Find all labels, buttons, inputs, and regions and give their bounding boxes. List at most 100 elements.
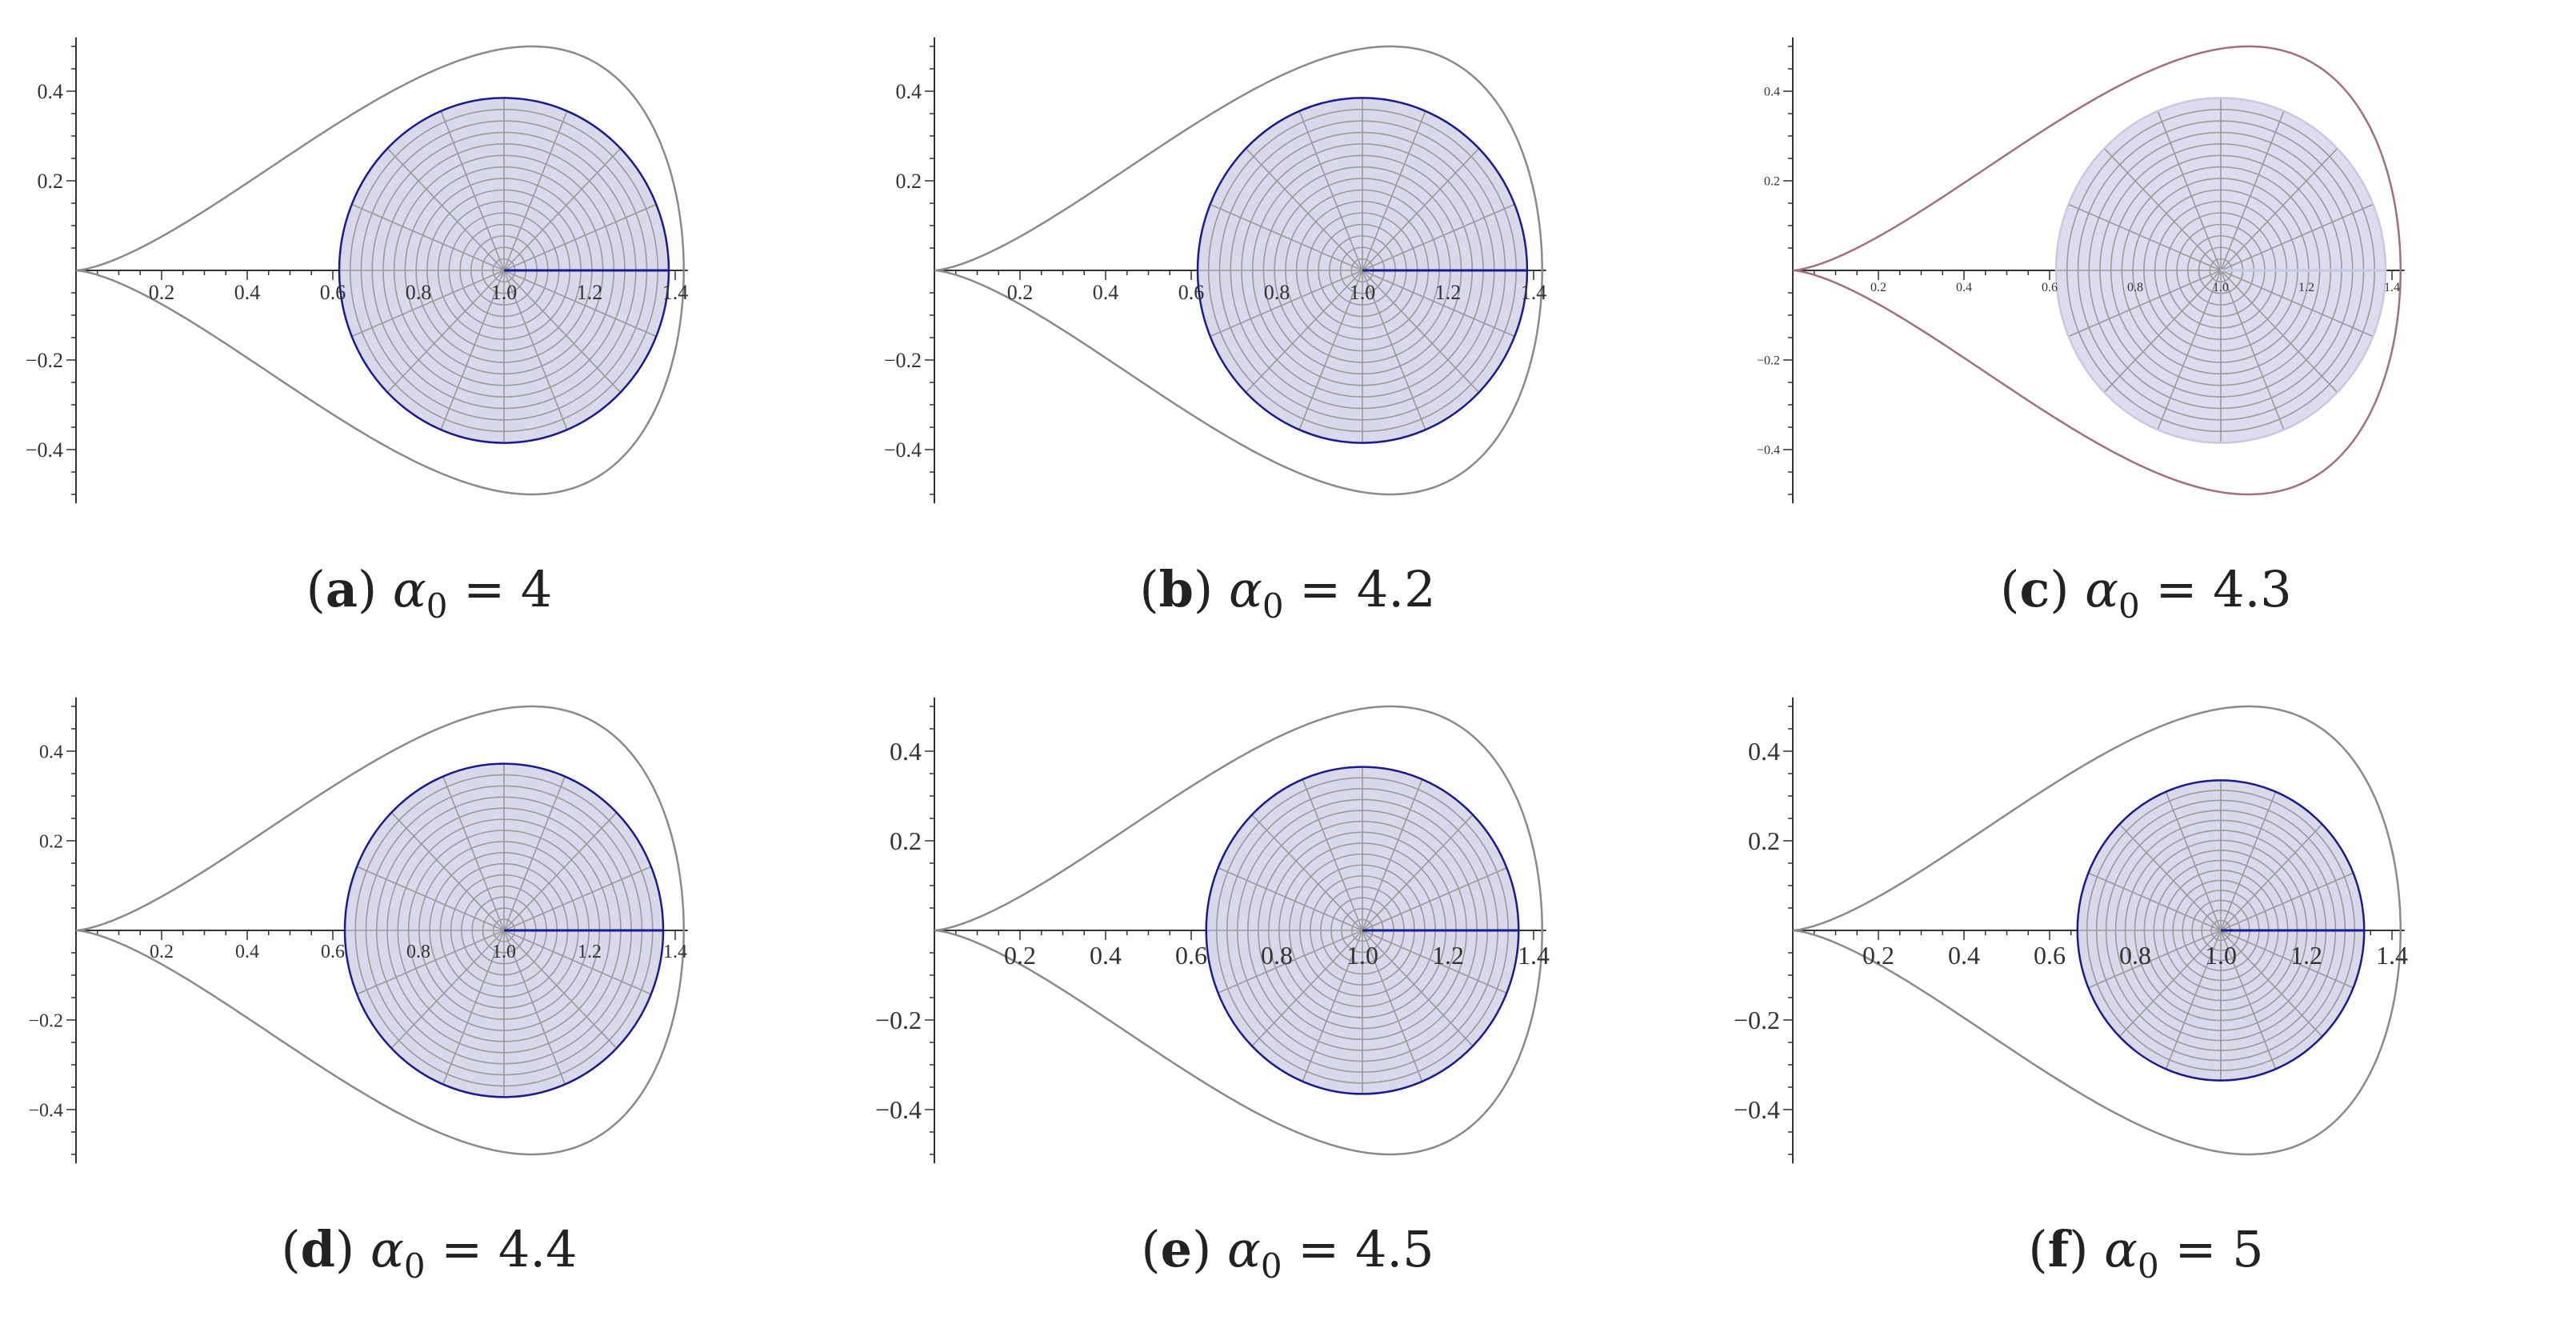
x-tick-label: 0.4	[234, 281, 261, 304]
panel-a: 0.2 0.4 0.6 0.8 1.0 1.2 1.4 0.4 0.2 −0.2 −0.4 (a) …	[0, 0, 858, 660]
disk-spoke	[2103, 147, 2222, 271]
y-tick-label: −0.4	[1757, 444, 1780, 458]
caption-f: (f) α0 = 5	[2028, 1220, 2264, 1286]
disk-spoke	[2088, 930, 2222, 989]
caption-c: (c) α0 = 4.3	[2000, 560, 2292, 626]
y-tick-label: −0.2	[28, 1010, 63, 1031]
x-tick-label: 1.4	[1521, 281, 1547, 304]
disk-spoke	[2068, 270, 2222, 338]
x-tick-label: 1.0	[491, 281, 518, 304]
x-tick-label: 0.8	[1261, 941, 1293, 970]
disk-spoke	[440, 270, 505, 430]
disk-spoke	[1251, 814, 1363, 931]
disk-spoke	[2157, 270, 2222, 430]
disk-spoke	[2165, 930, 2222, 1070]
panel-c: 0.2 0.4 0.6 0.8 1.0 1.2 1.4 0.4 0.2 −0.2 −0.4 (c) …	[1717, 0, 2575, 660]
x-tick-label: 0.2	[149, 281, 175, 304]
disk-spoke	[1362, 110, 1426, 271]
y-tick-label: 0.4	[1748, 737, 1780, 766]
caption-sub: 0	[426, 586, 448, 626]
caption-tag: b	[1158, 560, 1194, 618]
x-tick-label: 1.0	[1350, 281, 1376, 304]
caption-value: 4.5	[1354, 1220, 1434, 1278]
disk-spoke	[503, 930, 652, 995]
caption-tag: a	[325, 560, 358, 618]
caption-sub: 0	[2138, 1246, 2159, 1286]
y-tick-label: −0.4	[28, 1100, 63, 1121]
disk-spoke	[2220, 823, 2323, 931]
x-tick-label: 0.2	[1870, 281, 1886, 294]
y-tick-label: −0.2	[875, 1006, 922, 1034]
y-tick-label: 0.4	[890, 737, 922, 766]
caption-sub: 0	[2118, 586, 2140, 626]
x-tick-label: 1.2	[2290, 941, 2322, 970]
x-tick-label: 1.2	[1432, 941, 1464, 970]
x-tick-label: 1.2	[2298, 281, 2314, 294]
disk-spoke	[503, 776, 566, 931]
outer-curve	[934, 705, 1543, 1156]
outer-curve	[76, 45, 685, 496]
disk-spoke	[1362, 867, 1507, 931]
x-tick-label: 1.4	[662, 281, 689, 304]
caption-param: α	[2085, 560, 2119, 618]
disk-spoke	[356, 930, 505, 995]
caption-sub: 0	[403, 1246, 426, 1286]
caption-tag: c	[2019, 560, 2050, 618]
panel-e: 0.2 0.4 0.6 0.8 1.0 1.2 1.4 0.4 0.2 −0.2 −0.4 (e) …	[858, 660, 1717, 1320]
x-tick-label: 0.8	[406, 281, 432, 304]
disk-spoke	[390, 812, 505, 931]
caption-d: (d) α0 = 4.4	[281, 1220, 578, 1286]
y-tick-label: 0.2	[896, 170, 922, 193]
y-tick-label: −0.2	[1757, 354, 1780, 368]
disk-spoke	[1302, 930, 1363, 1082]
outer-curve	[1793, 705, 2402, 1156]
caption-value: 4.4	[498, 1220, 578, 1278]
x-tick-label: 1.2	[1435, 281, 1462, 304]
caption-value: 4.3	[2213, 560, 2292, 618]
x-tick-label: 1.0	[2213, 281, 2229, 294]
y-tick-label: 0.2	[890, 826, 922, 855]
caption-sub: 0	[1262, 586, 1284, 626]
disk-spoke	[2068, 203, 2222, 271]
disk-spoke	[2220, 203, 2374, 271]
caption-tag: d	[300, 1220, 336, 1278]
x-tick-label: 0.6	[1178, 281, 1205, 304]
x-tick-label: 0.6	[1175, 941, 1207, 970]
x-tick-label: 0.4	[235, 942, 259, 962]
disk-spoke	[440, 110, 505, 271]
y-tick-label: −0.4	[1734, 1095, 1780, 1124]
disk-spoke	[503, 270, 657, 338]
caption-tag: e	[1160, 1220, 1193, 1278]
disk-spoke	[1218, 930, 1363, 994]
disk-spoke	[442, 930, 505, 1085]
disk-spoke	[2103, 270, 2222, 394]
x-tick-label: 0.6	[2034, 941, 2066, 970]
panel-b: 0.2 0.4 0.6 0.8 1.0 1.2 1.4 0.4 0.2 −0.2 −0.4 (b) …	[858, 0, 1717, 660]
x-tick-label: 1.0	[1346, 941, 1378, 970]
caption-param: α	[2104, 1220, 2138, 1278]
y-tick-label: 0.4	[1764, 86, 1780, 99]
y-tick-label: 0.2	[39, 831, 63, 852]
x-tick-label: 1.0	[2205, 941, 2237, 970]
x-tick-label: 0.2	[1007, 281, 1034, 304]
disk-spoke	[1210, 203, 1363, 271]
disk-spoke	[356, 866, 505, 931]
disk-spoke	[1302, 778, 1363, 931]
disk-spoke	[1298, 270, 1363, 430]
disk-spoke	[386, 270, 505, 394]
x-tick-label: 1.0	[492, 942, 516, 962]
x-tick-label: 0.6	[2042, 281, 2058, 294]
disk-spoke	[1245, 270, 1363, 394]
caption-value: 4	[520, 560, 553, 618]
disk-spoke	[2220, 270, 2285, 430]
disk-spoke	[1362, 203, 1515, 271]
disk-spoke	[2220, 270, 2338, 394]
y-tick-label: 0.4	[896, 80, 922, 103]
disk-spoke	[390, 930, 505, 1049]
disk-spoke	[2220, 270, 2374, 338]
x-tick-label: 0.8	[2119, 941, 2151, 970]
x-tick-label: 0.4	[1090, 941, 1122, 970]
y-tick-label: −0.2	[884, 349, 922, 372]
x-tick-label: 0.8	[2127, 281, 2143, 294]
caption-e: (e) α0 = 4.5	[1141, 1220, 1434, 1286]
